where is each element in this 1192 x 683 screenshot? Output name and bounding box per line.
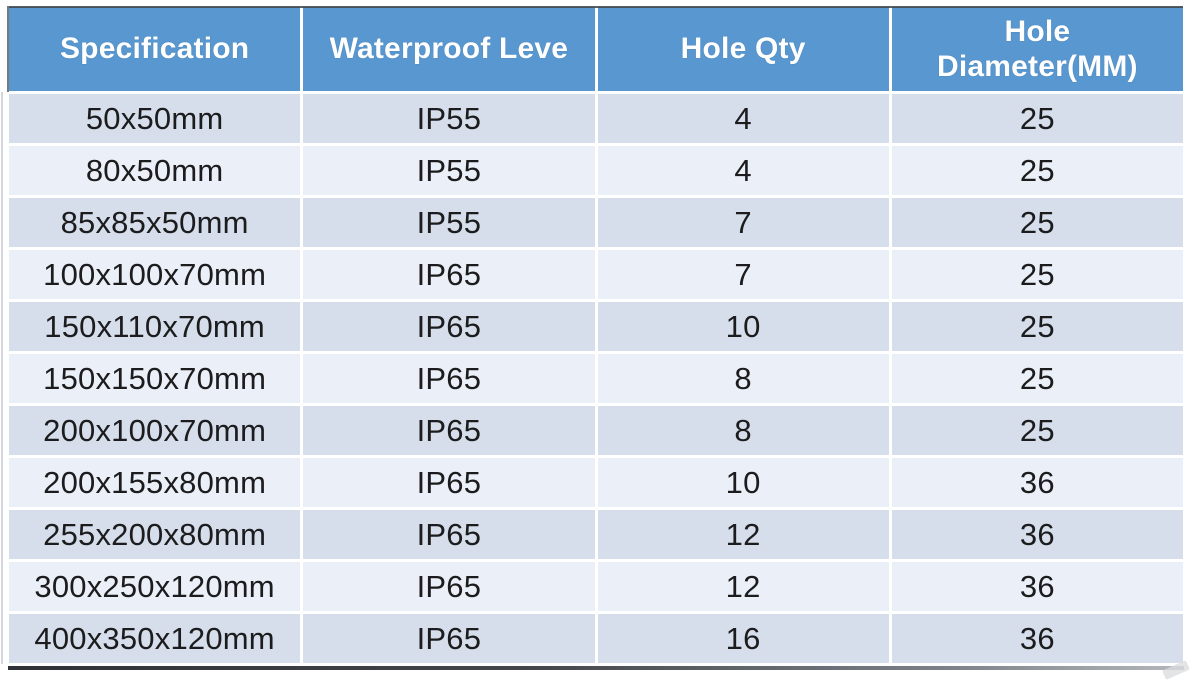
table-row: 200x100x70mm IP65 8 25 (9, 406, 1183, 455)
col-header-specification: Specification (9, 7, 301, 91)
cell-specification: 150x110x70mm (9, 302, 301, 351)
cell-hole-qty: 8 (597, 354, 889, 403)
cell-hole-qty: 12 (597, 510, 889, 559)
cell-hole-qty: 4 (597, 146, 889, 195)
table-row: 150x110x70mm IP65 10 25 (9, 302, 1183, 351)
cell-hole-diameter: 25 (891, 94, 1183, 143)
cell-specification: 255x200x80mm (9, 510, 301, 559)
table-row: 150x150x70mm IP65 8 25 (9, 354, 1183, 403)
table-row: 400x350x120mm IP65 16 36 (9, 614, 1183, 663)
cell-hole-qty: 7 (597, 250, 889, 299)
cell-waterproof-level: IP65 (303, 458, 595, 507)
cell-hole-qty: 10 (597, 302, 889, 351)
cell-hole-diameter: 25 (891, 198, 1183, 247)
col-header-hole-diameter: Hole Diameter(MM) (891, 7, 1183, 91)
table-row: 255x200x80mm IP65 12 36 (9, 510, 1183, 559)
cell-specification: 200x100x70mm (9, 406, 301, 455)
cell-waterproof-level: IP65 (303, 614, 595, 663)
table-row: 300x250x120mm IP65 12 36 (9, 562, 1183, 611)
table-top-edge-line (9, 6, 1183, 8)
cell-hole-qty: 7 (597, 198, 889, 247)
cell-waterproof-level: IP65 (303, 354, 595, 403)
cell-specification: 300x250x120mm (9, 562, 301, 611)
cell-waterproof-level: IP65 (303, 302, 595, 351)
cell-hole-diameter: 25 (891, 302, 1183, 351)
table-left-header-edge-line (7, 6, 9, 92)
cell-waterproof-level: IP65 (303, 406, 595, 455)
cell-hole-diameter: 25 (891, 406, 1183, 455)
table-row: 100x100x70mm IP65 7 25 (9, 250, 1183, 299)
cell-specification: 200x155x80mm (9, 458, 301, 507)
cell-waterproof-level: IP65 (303, 510, 595, 559)
cell-hole-diameter: 36 (891, 614, 1183, 663)
table-row: 200x155x80mm IP65 10 36 (9, 458, 1183, 507)
cell-waterproof-level: IP55 (303, 94, 595, 143)
cell-specification: 150x150x70mm (9, 354, 301, 403)
table-left-body-edge-line (1, 92, 3, 664)
cell-waterproof-level: IP65 (303, 250, 595, 299)
table-row: 80x50mm IP55 4 25 (9, 146, 1183, 195)
cell-hole-diameter: 36 (891, 458, 1183, 507)
cell-hole-qty: 16 (597, 614, 889, 663)
cell-hole-qty: 8 (597, 406, 889, 455)
cell-hole-qty: 12 (597, 562, 889, 611)
cell-waterproof-level: IP55 (303, 198, 595, 247)
cell-hole-diameter: 25 (891, 146, 1183, 195)
col-header-waterproof-level: Waterproof Leve (303, 7, 595, 91)
cell-specification: 400x350x120mm (9, 614, 301, 663)
table-row: 50x50mm IP55 4 25 (9, 94, 1183, 143)
cell-hole-diameter: 36 (891, 562, 1183, 611)
cell-specification: 100x100x70mm (9, 250, 301, 299)
cell-specification: 80x50mm (9, 146, 301, 195)
col-header-hole-qty: Hole Qty (597, 7, 889, 91)
table-row: 85x85x50mm IP55 7 25 (9, 198, 1183, 247)
cell-waterproof-level: IP65 (303, 562, 595, 611)
spec-table: Specification Waterproof Leve Hole Qty H… (6, 4, 1186, 666)
cell-hole-qty: 10 (597, 458, 889, 507)
cell-specification: 50x50mm (9, 94, 301, 143)
cell-hole-diameter: 25 (891, 354, 1183, 403)
cell-hole-diameter: 36 (891, 510, 1183, 559)
cell-hole-diameter: 25 (891, 250, 1183, 299)
spec-table-container: Specification Waterproof Leve Hole Qty H… (1, 4, 1186, 670)
cell-hole-qty: 4 (597, 94, 889, 143)
cell-specification: 85x85x50mm (9, 198, 301, 247)
table-bottom-edge-line (8, 666, 1184, 670)
header-row: Specification Waterproof Leve Hole Qty H… (9, 7, 1183, 91)
cell-waterproof-level: IP55 (303, 146, 595, 195)
